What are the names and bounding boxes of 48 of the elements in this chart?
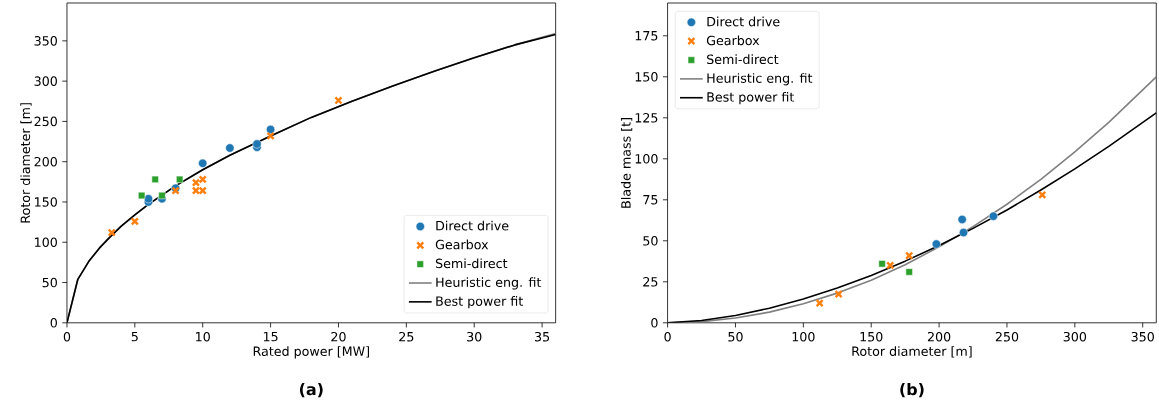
y-axis-title: Rotor diameter [m]	[20, 103, 32, 223]
x-tick-label: 10	[196, 332, 210, 342]
y-tick-label: 50	[643, 236, 658, 246]
y-tick-label: 50	[42, 277, 57, 288]
x-tick-label: 30	[467, 332, 482, 342]
x-axis-title: Rated power [MW]	[253, 346, 369, 359]
text: (b)	[900, 383, 924, 398]
x-axis-title: Rotor diameter [m]	[852, 346, 972, 358]
x-tick-label: 15	[263, 332, 278, 342]
x-tick-label: 35	[534, 332, 550, 342]
y-tick-label: 200	[34, 157, 57, 167]
y-axis-title: Blade mass [t]	[620, 118, 633, 208]
legend-label: Best power fit	[707, 92, 795, 105]
x-tick-label: 5	[131, 332, 138, 342]
x-tick-label: 350	[1131, 332, 1154, 342]
legend-label: Direct drive	[436, 220, 509, 231]
y-tick-label: 175	[635, 31, 658, 41]
x-tick-label: 50	[728, 332, 743, 342]
x-tick-label: 300	[1063, 332, 1087, 342]
y-tick-label: 150	[35, 197, 57, 207]
y-tick-label: 25	[643, 277, 658, 287]
legend-label: Semi-direct	[435, 258, 508, 269]
x-tick-label: 200	[927, 332, 951, 342]
legend-label: Semi-direct	[707, 54, 779, 65]
y-tick-label: 0	[651, 318, 658, 328]
text: (a)	[299, 383, 323, 398]
legend-label: Gearbox	[435, 239, 489, 250]
x-tick-label: 100	[792, 332, 815, 342]
y-tick-label: 0	[50, 318, 57, 328]
legend-label: Best power fit	[436, 296, 523, 309]
y-tick-label: 350	[34, 36, 57, 46]
x-tick-label: 0	[664, 332, 671, 342]
y-tick-label: 125	[635, 113, 658, 123]
legend-label: Heuristic eng. fit	[707, 73, 813, 86]
x-tick-label: 0	[63, 332, 71, 342]
y-tick-label: 150	[635, 72, 658, 82]
legend-label: Direct drive	[707, 16, 780, 27]
y-tick-label: 100	[635, 154, 658, 164]
x-tick-label: 150	[860, 332, 883, 342]
y-tick-label: 250	[34, 116, 57, 127]
y-tick-label: 75	[643, 195, 658, 205]
x-tick-label: 250	[995, 332, 1019, 342]
x-tick-label: 20	[331, 332, 346, 342]
legend-label: Gearbox	[706, 35, 760, 46]
legend-label: Heuristic eng. fit	[436, 277, 542, 290]
x-tick-label: 25	[399, 332, 414, 342]
y-tick-label: 100	[35, 237, 57, 248]
y-tick-label: 300	[34, 76, 57, 87]
